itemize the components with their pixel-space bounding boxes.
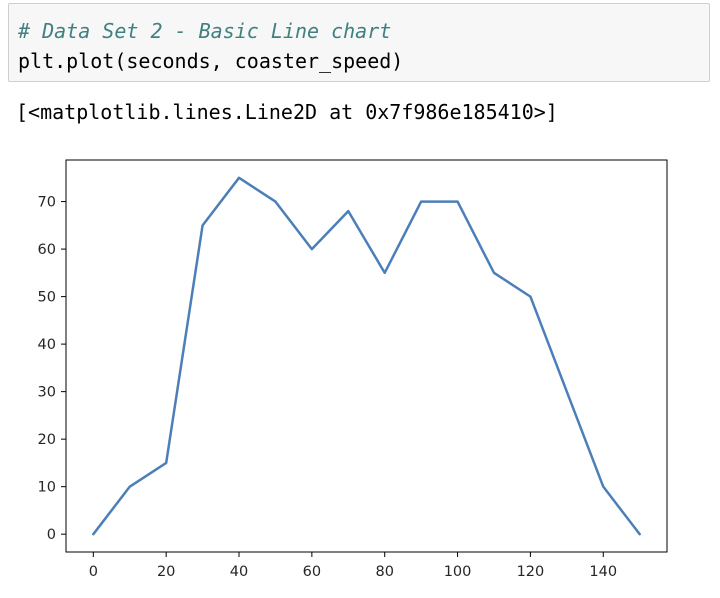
x-tick-label: 20 [157, 564, 175, 580]
x-tick-label: 140 [589, 564, 617, 580]
x-tick-label: 0 [89, 564, 98, 580]
code-statement: plt.plot(seconds, coaster_speed) [18, 49, 404, 73]
cell-output-text: [<matplotlib.lines.Line2D at 0x7f986e185… [16, 100, 558, 124]
x-tick-label: 100 [444, 564, 472, 580]
y-tick-label: 60 [38, 242, 56, 258]
y-tick-label: 0 [47, 527, 56, 543]
y-tick-label: 10 [38, 480, 56, 496]
y-tick-label: 20 [38, 432, 56, 448]
y-tick-label: 40 [38, 337, 56, 353]
y-tick-label: 70 [38, 195, 56, 211]
plot-frame [65, 159, 668, 553]
code-cell[interactable]: # Data Set 2 - Basic Line chart plt.plot… [8, 3, 710, 82]
y-tick-label: 50 [38, 290, 56, 306]
x-tick-label: 40 [230, 564, 248, 580]
code-comment: # Data Set 2 - Basic Line chart [18, 19, 392, 43]
y-tick-label: 30 [38, 385, 56, 401]
x-tick-label: 80 [375, 564, 393, 580]
series-line [92, 176, 641, 536]
x-tick-label: 60 [303, 564, 321, 580]
x-tick-label: 120 [517, 564, 545, 580]
